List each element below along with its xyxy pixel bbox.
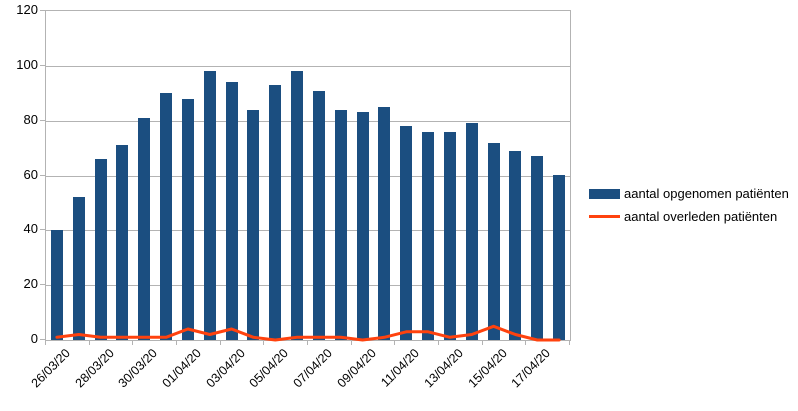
- bar-15/04/20: [487, 143, 500, 340]
- bar-08/04/20: [334, 110, 347, 340]
- bar-07/04/20: [312, 91, 325, 340]
- legend-item-admissions: aantal opgenomen patiënten: [589, 186, 789, 201]
- y-axis-label-60: 60: [23, 166, 38, 182]
- x-tick: [307, 340, 308, 345]
- x-tick: [525, 340, 527, 345]
- gridline-y-40: [46, 230, 570, 232]
- y-tick: [40, 284, 45, 286]
- x-tick: [394, 340, 396, 345]
- x-tick: [569, 340, 570, 345]
- x-tick: [350, 340, 352, 345]
- bar-27/03/20: [72, 197, 85, 340]
- legend-item-deaths: aantal overleden patiënten: [589, 209, 789, 224]
- bar-09/04/20: [356, 112, 369, 340]
- line-series: [55, 324, 561, 342]
- bar-30/03/20: [138, 118, 151, 340]
- bar-06/04/20: [291, 71, 304, 340]
- x-tick: [132, 340, 134, 345]
- admissions-swatch-icon: [589, 188, 620, 199]
- bar-14/04/20: [465, 123, 478, 340]
- bar-16/04/20: [509, 151, 522, 340]
- bar-26/03/20: [50, 230, 63, 340]
- y-axis-label-100: 100: [16, 56, 38, 72]
- x-tick: [176, 340, 177, 345]
- bar-02/04/20: [203, 71, 216, 340]
- deaths-line: [55, 324, 561, 342]
- bar-28/03/20: [94, 159, 107, 340]
- bar-04/04/20: [247, 110, 260, 340]
- deaths-swatch-icon: [589, 215, 620, 218]
- y-axis-label-20: 20: [23, 276, 38, 292]
- y-tick: [40, 229, 45, 231]
- bar-01/04/20: [181, 99, 194, 340]
- y-axis-label-120: 120: [16, 2, 38, 17]
- bar-10/04/20: [378, 107, 391, 340]
- x-tick: [481, 340, 483, 345]
- y-tick: [40, 64, 45, 66]
- gridline-y-100: [46, 65, 570, 67]
- y-axis-label-0: 0: [30, 331, 38, 346]
- gridline-y-20: [46, 285, 570, 287]
- legend: aantal opgenomen patiënten aantal overle…: [589, 186, 789, 224]
- bar-03/04/20: [225, 82, 238, 340]
- y-tick: [40, 339, 45, 340]
- bar-05/04/20: [269, 85, 282, 340]
- bar-29/03/20: [116, 145, 129, 340]
- x-tick: [263, 340, 265, 345]
- x-tick: [438, 340, 439, 345]
- y-tick: [40, 174, 45, 176]
- y-tick: [40, 119, 45, 121]
- y-tick: [40, 10, 45, 11]
- gridline-y-60: [46, 175, 570, 177]
- bar-17/04/20: [531, 156, 544, 340]
- x-tick: [45, 340, 46, 345]
- x-tick: [88, 340, 90, 345]
- gridline-y-80: [46, 120, 570, 122]
- bar-11/04/20: [400, 126, 413, 340]
- bar-18/04/20: [553, 175, 566, 340]
- bar-12/04/20: [422, 132, 435, 340]
- x-tick: [219, 340, 221, 345]
- bar-13/04/20: [443, 132, 456, 340]
- legend-label-deaths: aantal overleden patiënten: [624, 209, 778, 224]
- plot-area: [45, 10, 571, 342]
- bar-31/03/20: [160, 93, 173, 340]
- y-axis-label-40: 40: [23, 221, 38, 237]
- legend-label-admissions: aantal opgenomen patiënten: [624, 186, 789, 201]
- y-axis-label-80: 80: [23, 111, 38, 127]
